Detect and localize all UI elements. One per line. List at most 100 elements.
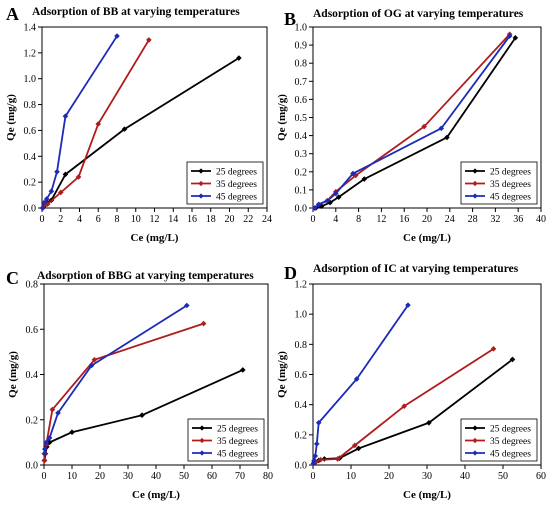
legend: 25 degrees 35 degrees 45 degrees [186, 161, 264, 205]
data-point [88, 362, 95, 369]
legend-label: 25 degrees [216, 167, 257, 177]
legend-label: 35 degrees [216, 180, 257, 190]
data-point [315, 201, 322, 208]
y-tick-label: 0.2 [26, 415, 39, 426]
y-tick-label: 0.8 [24, 100, 37, 111]
data-point [139, 412, 145, 419]
data-point [313, 459, 319, 465]
panel-letter: A [6, 4, 19, 24]
panel-letter: D [284, 263, 297, 283]
x-tick-label: 30 [123, 471, 133, 482]
data-point [55, 410, 61, 416]
panel-title: Adsorption of OG at varying temperatures [313, 8, 524, 20]
data-point [42, 446, 48, 452]
x-tick-label: 12 [376, 214, 386, 225]
y-tick-label: 0.7 [295, 77, 308, 88]
legend-label: 35 degrees [217, 437, 258, 447]
y-tick-label: 0.6 [295, 95, 308, 106]
panel-b: B Adsorption of OG at varying temperature… [276, 8, 546, 244]
data-point [43, 439, 50, 446]
y-tick-label: 0.6 [26, 325, 39, 336]
y-tick-label: 0.4 [24, 152, 37, 163]
y-axis-label: Qe (mg/g) [276, 351, 288, 398]
legend-label: 25 degrees [217, 424, 258, 434]
data-point [91, 356, 98, 363]
x-tick-label: 24 [262, 214, 272, 225]
y-tick-label: 0.2 [295, 430, 308, 441]
legend-marker [472, 168, 478, 174]
y-tick-label: 0.3 [295, 149, 308, 160]
data-point [46, 435, 53, 441]
data-point [43, 196, 50, 202]
data-point [401, 403, 407, 409]
data-point [361, 176, 368, 182]
legend: 25 degrees 35 degrees 45 degrees [460, 161, 538, 205]
y-tick-label: 1.0 [295, 310, 308, 321]
data-point [421, 123, 427, 130]
data-point [353, 376, 360, 382]
data-point [95, 121, 102, 127]
y-tick-label: 0.2 [24, 178, 37, 189]
y-tick-label: 0.5 [295, 113, 308, 124]
y-tick-label: 0.4 [26, 370, 39, 381]
x-tick-label: 10 [346, 471, 356, 482]
legend-marker [198, 193, 204, 199]
data-point [317, 456, 324, 463]
x-tick-label: 50 [179, 471, 189, 482]
x-tick-label: 16 [399, 214, 409, 225]
panel-c: C Adsorption of BBG at varying temperatur… [6, 268, 273, 501]
legend: 25 degrees 35 degrees 45 degrees [187, 418, 265, 462]
data-point [39, 205, 46, 211]
data-point [184, 302, 190, 309]
x-tick-label: 40 [460, 471, 470, 482]
legend-marker [472, 180, 478, 187]
data-point [69, 429, 75, 435]
x-tick-label: 12 [150, 214, 160, 225]
data-point [200, 320, 207, 327]
x-tick-label: 8 [356, 214, 361, 225]
data-point [324, 197, 331, 204]
x-tick-label: 2 [58, 214, 63, 225]
x-tick-label: 30 [422, 471, 432, 482]
legend-label: 45 degrees [490, 449, 531, 459]
legend-marker [199, 437, 205, 444]
panel-title: Adsorption of BBG at varying temperature… [37, 270, 254, 282]
data-point [315, 419, 322, 426]
x-tick-label: 8 [115, 214, 120, 225]
x-tick-label: 20 [422, 214, 432, 225]
data-point [335, 194, 342, 200]
y-tick-label: 0.0 [295, 204, 308, 215]
data-point [426, 419, 432, 426]
y-tick-label: 0.4 [295, 400, 308, 411]
x-tick-label: 40 [536, 214, 546, 225]
data-point [405, 302, 411, 308]
y-tick-label: 0.0 [26, 461, 39, 472]
legend-marker [472, 425, 478, 431]
legend-marker [472, 450, 478, 456]
series-line-45-degrees [41, 35, 118, 209]
x-tick-label: 16 [187, 214, 197, 225]
data-point [312, 453, 319, 459]
x-axis-label: Ce (mg/L) [403, 489, 451, 501]
panel-a: A Adsorption of BB at varying temperature… [5, 4, 272, 244]
data-point [350, 170, 356, 177]
data-point [48, 188, 55, 194]
data-point [509, 356, 516, 363]
x-tick-label: 20 [95, 471, 105, 482]
x-tick-label: 80 [263, 471, 273, 482]
legend-label: 25 degrees [490, 167, 531, 177]
data-point [352, 172, 359, 179]
x-tick-label: 4 [77, 214, 82, 225]
series-line-45-degrees [43, 304, 188, 454]
x-tick-label: 50 [498, 471, 508, 482]
data-point [490, 346, 497, 352]
data-point [333, 190, 339, 197]
y-tick-label: 0.8 [26, 280, 39, 291]
x-tick-label: 6 [96, 214, 101, 225]
x-tick-label: 22 [243, 214, 253, 225]
legend-label: 45 degrees [217, 449, 258, 459]
legend-label: 25 degrees [490, 424, 531, 434]
data-point [438, 125, 445, 132]
legend-label: 35 degrees [490, 437, 531, 447]
y-tick-label: 0.6 [295, 370, 308, 381]
